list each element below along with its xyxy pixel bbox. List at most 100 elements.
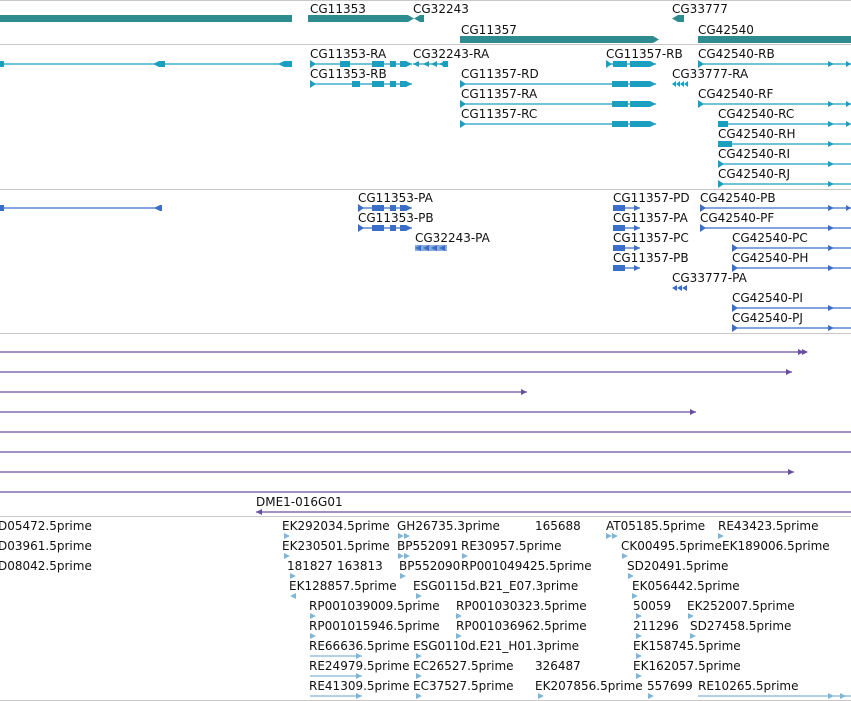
protein-label[interactable]: CG42540-PJ <box>732 311 803 325</box>
est-label[interactable]: RE24979.5prime <box>309 659 410 673</box>
est-feature[interactable] <box>636 653 642 659</box>
est-label[interactable]: 50059 <box>633 599 671 613</box>
transcript-feature[interactable] <box>0 61 292 67</box>
transcript-label[interactable]: CG42540-RI <box>718 147 790 161</box>
transcript-feature[interactable] <box>718 160 851 168</box>
est-label[interactable]: RE41309.5prime <box>309 679 410 693</box>
est-feature[interactable] <box>290 573 296 579</box>
est-label[interactable]: EC26527.5prime <box>413 659 514 673</box>
est-label[interactable]: EK252007.5prime <box>687 599 795 613</box>
est-label[interactable]: EK207856.5prime <box>535 679 643 693</box>
transcript-feature[interactable] <box>698 100 851 108</box>
protein-label[interactable]: CG32243-PA <box>415 231 491 245</box>
transcript-feature[interactable] <box>718 180 851 188</box>
transcript-label[interactable]: CG11353-RA <box>310 47 387 61</box>
est-feature[interactable] <box>456 633 462 639</box>
est-label[interactable]: SD20491.5prime <box>627 559 728 573</box>
est-label[interactable]: RP001039009.5prime <box>309 599 440 613</box>
gene-bar[interactable] <box>460 36 659 43</box>
protein-feature[interactable] <box>358 204 412 212</box>
transcript-label[interactable]: CG11357-RD <box>461 67 539 81</box>
transcript-feature[interactable] <box>460 100 656 108</box>
protein-label[interactable]: CG11353-PA <box>358 191 434 205</box>
transcript-label[interactable]: CG11357-RC <box>461 107 537 121</box>
est-label[interactable]: RP001036962.5prime <box>456 619 587 633</box>
est-feature[interactable] <box>416 653 422 659</box>
protein-label[interactable]: CG42540-PF <box>700 211 774 225</box>
est-feature[interactable] <box>400 573 406 579</box>
est-feature[interactable] <box>628 573 634 579</box>
gene-bar[interactable] <box>414 15 424 22</box>
est-feature[interactable] <box>690 633 696 639</box>
est-feature[interactable] <box>718 533 724 539</box>
transcript-feature[interactable] <box>310 60 412 68</box>
protein-label[interactable]: CG11357-PA <box>613 211 689 225</box>
est-label[interactable]: EK230501.5prime <box>282 539 390 553</box>
transcript-feature[interactable] <box>718 141 851 147</box>
alignment-label[interactable]: DME1-016G01 <box>256 495 343 509</box>
transcript-label[interactable]: CG11357-RA <box>461 87 538 101</box>
est-label[interactable]: EK162057.5prime <box>633 659 741 673</box>
est-label[interactable]: 181827 <box>287 559 333 573</box>
protein-feature[interactable] <box>613 225 640 231</box>
protein-feature[interactable] <box>613 245 640 251</box>
est-label[interactable]: CK00495.5prime <box>621 539 722 553</box>
est-label[interactable]: 326487 <box>535 659 581 673</box>
transcript-label[interactable]: CG42540-RB <box>698 47 775 61</box>
protein-label[interactable]: CG11357-PD <box>613 191 690 205</box>
est-feature[interactable] <box>538 693 544 699</box>
protein-label[interactable]: CG11353-PB <box>358 211 434 225</box>
est-label[interactable]: EK158745.5prime <box>633 639 741 653</box>
est-label[interactable]: ESG0115d.B21_E07.3prime <box>413 579 578 593</box>
est-feature[interactable] <box>648 693 654 699</box>
gene-bar[interactable] <box>698 36 851 43</box>
protein-feature[interactable] <box>358 224 412 232</box>
est-feature[interactable] <box>398 533 410 539</box>
est-label[interactable]: EK056442.5prime <box>632 579 740 593</box>
protein-label[interactable]: CG42540-PB <box>700 191 776 205</box>
transcript-feature[interactable] <box>718 121 851 127</box>
est-feature[interactable] <box>456 613 462 619</box>
est-feature[interactable] <box>416 693 422 699</box>
protein-feature[interactable] <box>415 245 447 251</box>
protein-feature[interactable] <box>700 224 851 232</box>
protein-label[interactable]: CG33777-PA <box>672 271 748 285</box>
est-feature[interactable] <box>636 673 642 679</box>
est-feature[interactable] <box>636 633 642 639</box>
protein-label[interactable]: CG11357-PC <box>613 231 689 245</box>
est-label[interactable]: RP001015946.5prime <box>309 619 440 633</box>
gene-bar[interactable] <box>0 15 292 22</box>
est-label[interactable]: 557699 <box>647 679 693 693</box>
protein-label[interactable]: CG11357-PB <box>613 251 689 265</box>
est-label[interactable]: GH26735.3prime <box>397 519 500 533</box>
est-label[interactable]: D08042.5prime <box>0 559 92 573</box>
alignment-feature[interactable] <box>0 369 792 375</box>
est-label[interactable]: EK128857.5prime <box>289 579 397 593</box>
est-label[interactable]: D03961.5prime <box>0 539 92 553</box>
est-feature[interactable] <box>636 613 642 619</box>
protein-feature[interactable] <box>613 265 640 271</box>
transcript-label[interactable]: CG42540-RF <box>698 87 774 101</box>
transcript-label[interactable]: CG42540-RJ <box>718 167 790 181</box>
protein-feature[interactable] <box>613 205 640 211</box>
est-feature[interactable] <box>462 553 468 559</box>
est-label[interactable]: RP001030323.5prime <box>456 599 587 613</box>
est-label[interactable]: SD27458.5prime <box>690 619 791 633</box>
protein-feature[interactable] <box>732 304 851 312</box>
est-feature[interactable] <box>416 593 422 599</box>
est-label[interactable]: RP001049425.5prime <box>461 559 592 573</box>
transcript-feature[interactable] <box>460 80 656 88</box>
protein-feature[interactable] <box>700 204 851 212</box>
est-feature[interactable] <box>632 593 638 599</box>
est-label[interactable]: 211296 <box>633 619 679 633</box>
alignment-feature[interactable] <box>0 469 794 475</box>
transcript-label[interactable]: CG42540-RC <box>718 107 794 121</box>
protein-label[interactable]: CG42540-PC <box>732 231 808 245</box>
est-label[interactable]: BP552090 <box>399 559 460 573</box>
transcript-feature[interactable] <box>698 60 851 68</box>
est-feature[interactable] <box>284 533 290 539</box>
est-feature[interactable] <box>310 673 362 679</box>
gene-bar[interactable] <box>672 15 684 22</box>
est-label[interactable]: RE30957.5prime <box>461 539 562 553</box>
